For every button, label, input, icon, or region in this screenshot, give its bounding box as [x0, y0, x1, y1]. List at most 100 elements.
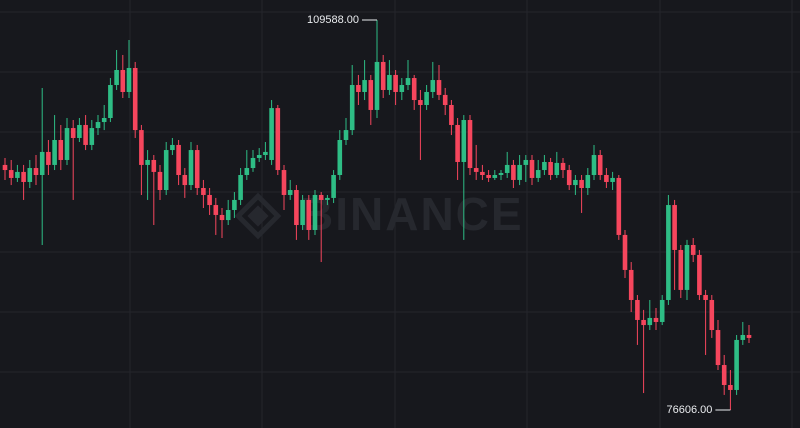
candle-body	[15, 171, 20, 178]
candle-body	[8, 170, 14, 178]
candle-body	[418, 100, 423, 105]
candle-body	[176, 144, 181, 175]
candle-body	[306, 199, 312, 230]
candle-body	[108, 85, 113, 119]
candle-body	[746, 334, 752, 338]
candle-body	[27, 168, 33, 182]
candle-body	[368, 80, 374, 110]
candle-body	[579, 179, 584, 189]
candle-body	[21, 171, 26, 182]
candle-body	[715, 330, 721, 366]
candle-body	[219, 214, 225, 221]
candle-body	[145, 159, 150, 165]
candle-body	[393, 74, 398, 92]
candle-body	[356, 85, 361, 92]
candle-body	[207, 194, 212, 206]
candle-body	[480, 171, 485, 175]
candle-body	[740, 334, 746, 340]
candle-body	[566, 170, 572, 186]
annotation-label: 109588.00	[307, 14, 359, 26]
candle-body	[33, 168, 39, 175]
candle-body	[641, 319, 646, 326]
candle-body	[721, 365, 727, 386]
watermark: BINANCE	[234, 188, 524, 240]
candle-body	[517, 164, 522, 180]
candle-body	[139, 130, 144, 165]
candle-body	[405, 78, 411, 86]
candle-body	[548, 161, 553, 175]
candle-body	[362, 80, 367, 92]
candle-body	[535, 170, 541, 178]
candle-body	[647, 317, 653, 326]
candle-body	[250, 157, 256, 169]
candle-body	[684, 244, 690, 290]
candle-body	[343, 130, 349, 140]
candle-body	[542, 161, 547, 171]
candle-body	[554, 162, 560, 175]
candle-body	[449, 104, 454, 125]
candle-body	[672, 205, 677, 250]
candle-body	[151, 159, 157, 172]
candle-body	[232, 199, 237, 210]
candle-body	[157, 171, 163, 191]
candle-body	[263, 151, 268, 156]
candle-body	[380, 61, 386, 90]
candle-body	[610, 177, 615, 182]
candle-body	[188, 150, 194, 186]
candle-body	[318, 194, 324, 200]
candle-body	[374, 61, 380, 110]
candle-body	[498, 172, 504, 175]
candle-body	[666, 205, 671, 300]
candle-body	[399, 85, 405, 92]
candle-body	[597, 155, 603, 175]
candle-body	[281, 170, 287, 195]
candle-body	[628, 269, 634, 300]
candle-body	[238, 174, 243, 200]
candle-body	[511, 164, 516, 180]
candle-body	[728, 385, 733, 390]
candle-body	[325, 197, 330, 200]
candle-body	[275, 108, 281, 171]
candle-body	[89, 128, 95, 145]
watermark-logo	[234, 192, 282, 240]
watermark-text: BINANCE	[300, 188, 524, 240]
candle-body	[194, 150, 200, 189]
candle-body	[114, 69, 119, 86]
candle-body	[39, 151, 45, 175]
candle-body	[70, 128, 76, 138]
candle-body	[163, 150, 169, 191]
candle-body	[697, 254, 702, 296]
candle-body	[585, 174, 591, 189]
candle-body	[467, 120, 473, 169]
candle-body	[83, 124, 88, 145]
candle-body	[331, 174, 336, 198]
candle-body	[461, 120, 467, 162]
candle-body	[709, 299, 715, 331]
candle-body	[225, 209, 231, 221]
candle-body	[653, 317, 659, 322]
candle-body	[604, 174, 609, 182]
candle-body	[442, 94, 448, 105]
candle-body	[300, 199, 305, 226]
candle-body	[573, 179, 578, 186]
candle-body	[424, 91, 429, 105]
candle-body	[312, 194, 318, 230]
candle-body	[659, 299, 665, 322]
candle-body	[455, 124, 460, 162]
candle-body	[256, 155, 262, 158]
candle-body	[269, 108, 274, 160]
candle-body	[244, 168, 250, 175]
candle-body	[46, 151, 51, 165]
candle-body	[703, 295, 708, 300]
candle-body	[349, 85, 355, 131]
candle-body	[430, 80, 436, 92]
candle-body	[387, 74, 392, 90]
candle-body	[622, 234, 628, 270]
candle-body	[120, 69, 126, 92]
candle-body	[678, 249, 684, 290]
candle-body	[635, 299, 640, 320]
candle-body	[523, 159, 529, 165]
candle-body	[77, 124, 82, 138]
candle-body	[504, 164, 510, 173]
